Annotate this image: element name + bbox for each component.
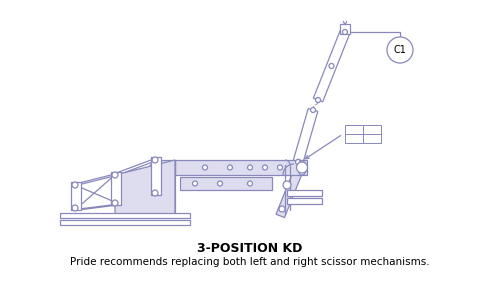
Text: A1: A1 — [349, 125, 359, 134]
Circle shape — [152, 157, 158, 163]
Bar — [363, 125, 381, 134]
Circle shape — [283, 181, 291, 189]
Bar — [175, 160, 307, 175]
Circle shape — [228, 165, 232, 170]
Polygon shape — [71, 205, 118, 210]
Circle shape — [296, 162, 308, 173]
Circle shape — [279, 206, 285, 212]
Circle shape — [72, 182, 78, 188]
Circle shape — [248, 181, 252, 186]
Text: Right: Right — [362, 134, 382, 143]
Circle shape — [248, 165, 252, 170]
Bar — [345, 134, 363, 143]
Text: B1: B1 — [349, 134, 359, 143]
Polygon shape — [111, 160, 158, 175]
Circle shape — [202, 165, 207, 170]
Bar — [287, 198, 322, 204]
Polygon shape — [293, 109, 318, 164]
Circle shape — [72, 205, 78, 211]
Circle shape — [112, 200, 118, 206]
Text: Pride recommends replacing both left and right scissor mechanisms.: Pride recommends replacing both left and… — [70, 257, 430, 267]
Polygon shape — [115, 160, 175, 215]
Bar — [287, 190, 322, 196]
Circle shape — [299, 161, 305, 167]
Text: 3-POSITION KD: 3-POSITION KD — [198, 242, 302, 254]
Bar — [111, 172, 121, 205]
Polygon shape — [155, 160, 175, 215]
Polygon shape — [71, 175, 118, 185]
Polygon shape — [111, 195, 158, 205]
Bar — [60, 220, 190, 225]
Bar — [71, 182, 81, 210]
Circle shape — [387, 37, 413, 63]
Bar — [363, 134, 381, 143]
Polygon shape — [276, 159, 306, 218]
Circle shape — [296, 160, 300, 164]
Bar — [151, 157, 161, 195]
Circle shape — [342, 29, 347, 34]
Circle shape — [299, 169, 305, 175]
Text: Left: Left — [365, 125, 380, 134]
Circle shape — [278, 165, 282, 170]
Circle shape — [152, 190, 158, 196]
Bar — [180, 177, 272, 190]
Circle shape — [192, 181, 198, 186]
Bar — [345, 125, 363, 134]
Circle shape — [218, 181, 222, 186]
Circle shape — [262, 165, 268, 170]
Circle shape — [316, 98, 320, 103]
Polygon shape — [314, 30, 350, 102]
Bar — [340, 24, 350, 34]
Circle shape — [112, 172, 118, 178]
Circle shape — [310, 107, 316, 112]
Circle shape — [329, 64, 334, 68]
Text: C1: C1 — [394, 45, 406, 55]
Bar — [60, 213, 190, 218]
